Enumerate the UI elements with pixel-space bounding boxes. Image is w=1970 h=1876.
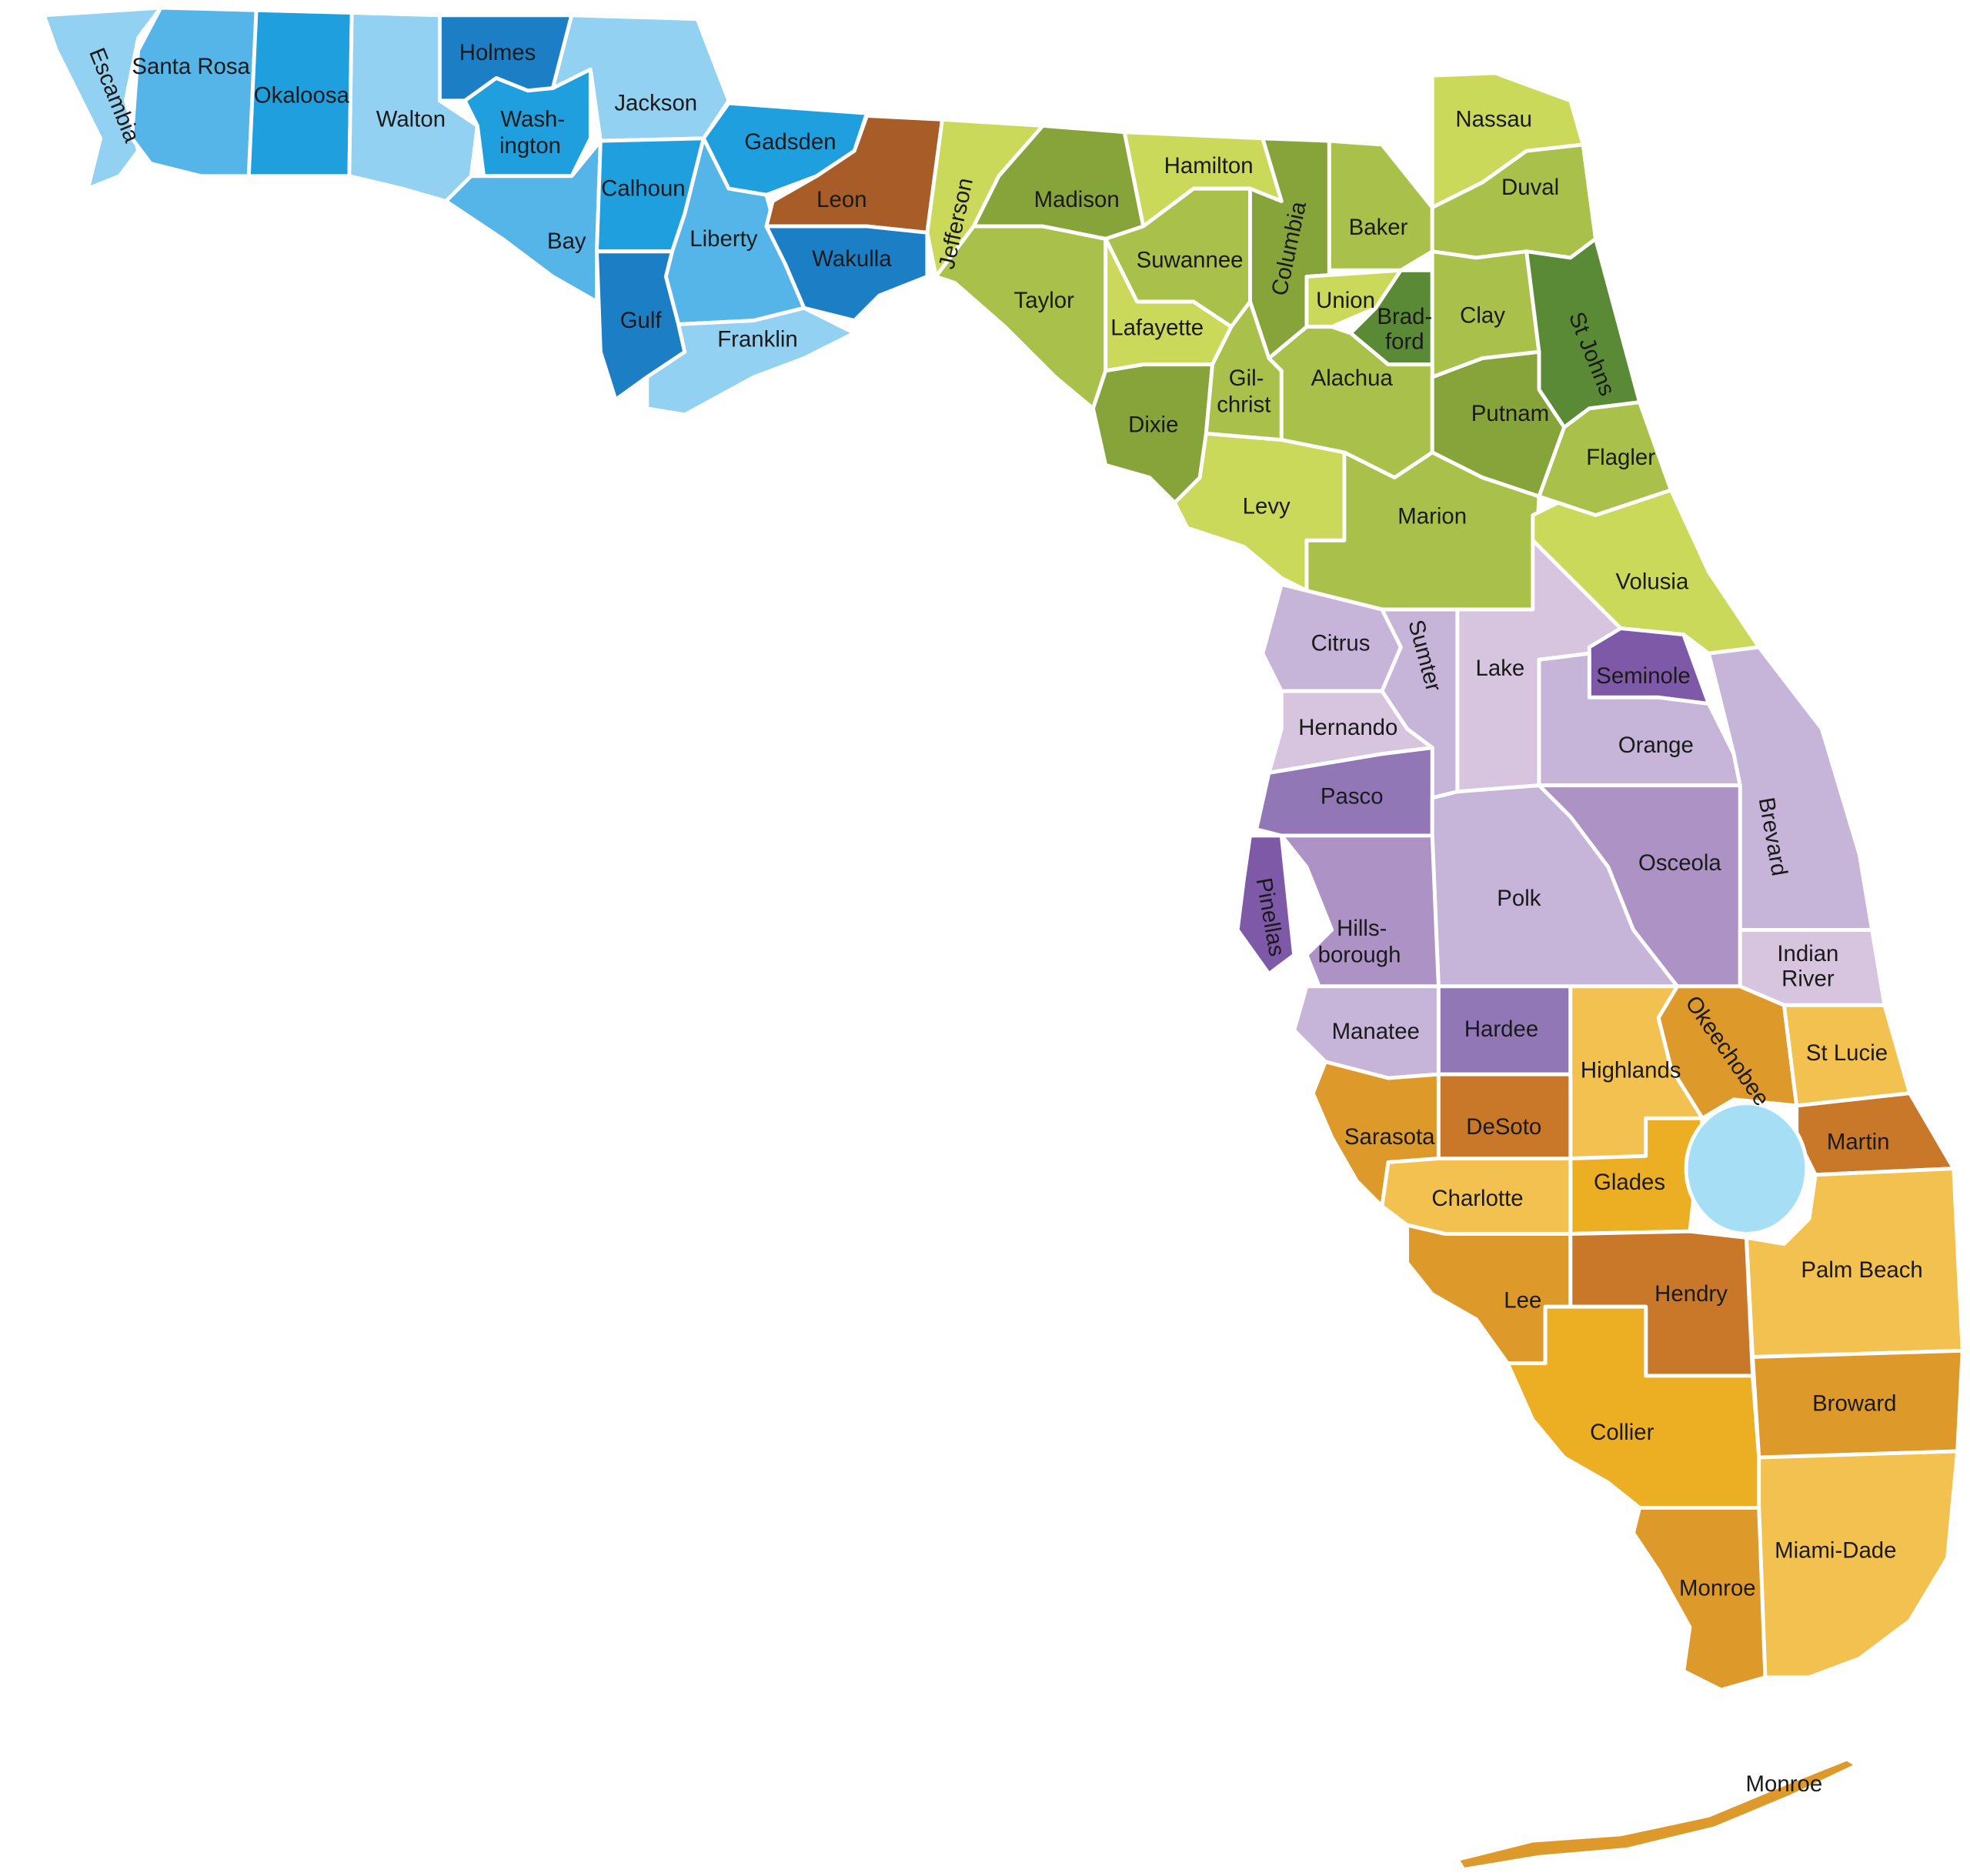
label-washington-1: Wash- bbox=[500, 107, 565, 132]
label-st-lucie: St Lucie bbox=[1806, 1040, 1888, 1066]
label-bradford-1: Brad- bbox=[1377, 304, 1432, 329]
label-pasco: Pasco bbox=[1321, 784, 1384, 809]
label-bradford-2: ford bbox=[1385, 329, 1424, 355]
label-citrus: Citrus bbox=[1311, 631, 1371, 656]
label-hillsborough-2: borough bbox=[1318, 942, 1401, 967]
label-hardee: Hardee bbox=[1464, 1016, 1538, 1042]
label-hendry: Hendry bbox=[1654, 1281, 1728, 1307]
label-leon: Leon bbox=[816, 187, 866, 212]
label-union: Union bbox=[1316, 288, 1375, 313]
county-monroe-keys[interactable] bbox=[1455, 1757, 1859, 1872]
label-seminole: Seminole bbox=[1596, 663, 1690, 689]
county-santa-rosa[interactable] bbox=[129, 5, 259, 179]
label-franklin: Franklin bbox=[717, 326, 797, 352]
label-nassau: Nassau bbox=[1455, 107, 1532, 132]
label-miami-dade: Miami-Dade bbox=[1775, 1537, 1896, 1563]
label-marion: Marion bbox=[1397, 504, 1467, 529]
label-calhoun: Calhoun bbox=[601, 176, 685, 202]
label-charlotte: Charlotte bbox=[1431, 1186, 1523, 1211]
county-miami-dade[interactable] bbox=[1757, 1449, 1960, 1680]
label-monroe-mainland: Monroe bbox=[1679, 1575, 1756, 1601]
label-putnam: Putnam bbox=[1471, 401, 1549, 426]
county-washington[interactable] bbox=[462, 67, 593, 179]
label-duval: Duval bbox=[1501, 175, 1559, 200]
label-clay: Clay bbox=[1460, 302, 1505, 328]
county-baker[interactable] bbox=[1327, 139, 1434, 272]
label-glades: Glades bbox=[1594, 1170, 1665, 1195]
label-monroe-keys: Monroe bbox=[1746, 1771, 1823, 1797]
lake-okeechobee bbox=[1684, 1101, 1809, 1236]
label-holmes: Holmes bbox=[459, 40, 536, 65]
label-desoto: DeSoto bbox=[1466, 1114, 1541, 1140]
label-washington-2: ington bbox=[499, 133, 561, 159]
label-liberty: Liberty bbox=[690, 226, 757, 252]
label-alachua: Alachua bbox=[1311, 366, 1394, 391]
county-levy[interactable] bbox=[1173, 432, 1347, 593]
label-lake: Lake bbox=[1476, 656, 1525, 681]
label-orange: Orange bbox=[1618, 733, 1694, 758]
label-walton: Walton bbox=[376, 107, 446, 132]
label-santa-rosa: Santa Rosa bbox=[132, 54, 250, 79]
label-baker: Baker bbox=[1349, 215, 1408, 240]
county-wakulla[interactable] bbox=[764, 224, 930, 323]
label-martin: Martin bbox=[1827, 1130, 1890, 1155]
label-hernando: Hernando bbox=[1298, 715, 1397, 740]
label-bay: Bay bbox=[547, 229, 586, 254]
label-hillsborough-1: Hills- bbox=[1337, 916, 1387, 941]
label-gulf: Gulf bbox=[620, 308, 663, 333]
label-taylor: Taylor bbox=[1014, 288, 1075, 313]
label-polk: Polk bbox=[1497, 886, 1541, 911]
label-gilchrist-1: Gil- bbox=[1229, 366, 1264, 391]
county-union[interactable] bbox=[1304, 268, 1403, 329]
label-madison: Madison bbox=[1034, 187, 1120, 212]
county-hillsborough[interactable] bbox=[1279, 833, 1441, 989]
region-north bbox=[925, 71, 1761, 656]
label-sarasota: Sarasota bbox=[1344, 1124, 1435, 1150]
label-osceola: Osceola bbox=[1638, 850, 1721, 876]
label-flagler: Flagler bbox=[1586, 445, 1655, 470]
label-gadsden: Gadsden bbox=[744, 129, 836, 155]
label-collier: Collier bbox=[1590, 1420, 1654, 1445]
region-panhandle-west bbox=[42, 5, 944, 417]
label-lee: Lee bbox=[1504, 1287, 1541, 1313]
label-indian-river-2: River bbox=[1781, 966, 1835, 991]
label-highlands: Highlands bbox=[1581, 1058, 1681, 1083]
label-indian-river-1: Indian bbox=[1777, 941, 1838, 966]
label-lafayette: Lafayette bbox=[1110, 315, 1204, 341]
label-hamilton: Hamilton bbox=[1164, 153, 1254, 179]
county-monroe-mainland[interactable] bbox=[1631, 1505, 1768, 1692]
label-levy: Levy bbox=[1243, 494, 1291, 519]
county-escambia[interactable] bbox=[42, 5, 163, 191]
county-taylor[interactable] bbox=[933, 224, 1108, 411]
label-palm-beach: Palm Beach bbox=[1801, 1257, 1922, 1283]
label-okaloosa: Okaloosa bbox=[254, 83, 350, 108]
county-volusia[interactable] bbox=[1531, 488, 1761, 656]
county-franklin[interactable] bbox=[645, 305, 856, 417]
label-manatee: Manatee bbox=[1332, 1019, 1420, 1044]
label-suwannee: Suwannee bbox=[1137, 248, 1244, 273]
label-gilchrist-2: christ bbox=[1217, 392, 1270, 417]
label-volusia: Volusia bbox=[1616, 569, 1689, 595]
label-broward: Broward bbox=[1812, 1390, 1896, 1416]
region-south bbox=[1311, 984, 1965, 1872]
label-dixie: Dixie bbox=[1128, 412, 1178, 437]
label-jackson: Jackson bbox=[614, 91, 697, 116]
label-wakulla: Wakulla bbox=[812, 246, 892, 272]
